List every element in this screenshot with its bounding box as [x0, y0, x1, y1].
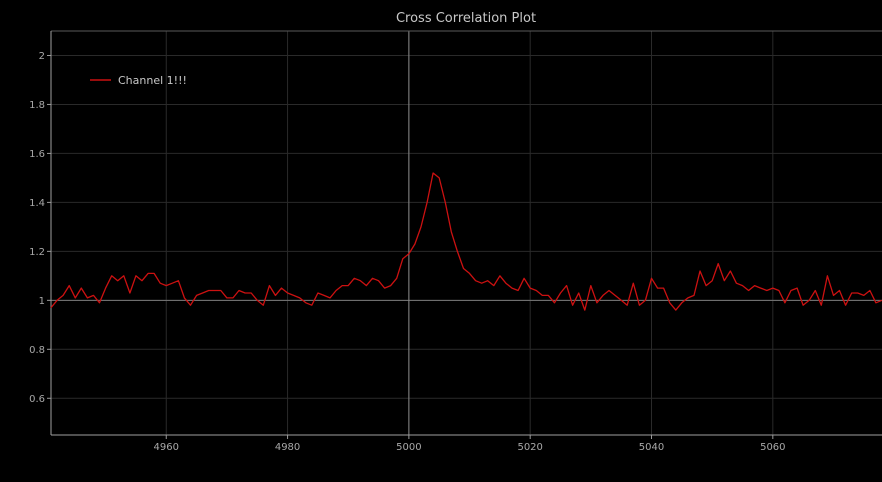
legend[interactable]: Channel 1!!!: [90, 74, 187, 87]
x-tick-label: 5000: [396, 442, 421, 453]
y-tick-label: 0.6: [29, 394, 45, 405]
y-tick-label: 1: [39, 296, 45, 307]
y-tick-label: 1.2: [29, 247, 45, 258]
x-tick-label: 4960: [154, 442, 179, 453]
legend-label[interactable]: Channel 1!!!: [118, 74, 187, 87]
y-tick-label: 1.4: [29, 198, 45, 209]
chart-title: Cross Correlation Plot: [396, 11, 536, 26]
x-tick-label: 5040: [639, 442, 664, 453]
plot-area: [50, 172, 882, 311]
x-tick-label: 5020: [517, 442, 542, 453]
y-tick-label: 0.8: [29, 345, 45, 356]
x-tick-label: 4980: [275, 442, 300, 453]
y-tick-label: 1.8: [29, 100, 45, 111]
tick-labels: 0.6 0.8 1 1.2 1.4 1.6 1.8 2 4960 4980 5000 5020 5040…: [29, 51, 785, 453]
axes: [47, 30, 882, 439]
y-tick-label: 2: [39, 51, 45, 62]
y-tick-label: 1.6: [29, 149, 45, 160]
series-line: [50, 172, 882, 311]
grid-lines: [51, 31, 882, 435]
x-tick-label: 5060: [760, 442, 785, 453]
